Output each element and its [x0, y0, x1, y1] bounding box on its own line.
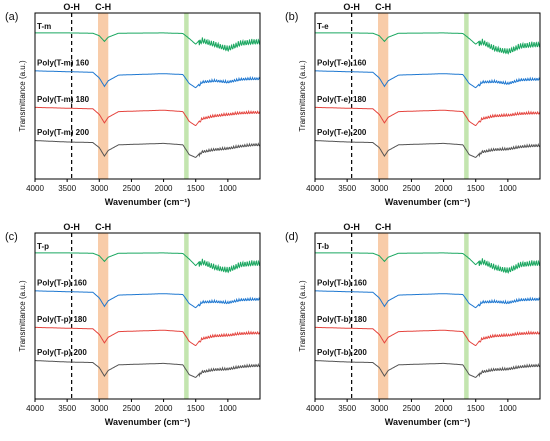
series-line-1 [35, 290, 260, 309]
band-ring [184, 13, 189, 179]
x-tick-label: 2000 [435, 404, 453, 413]
series-line-3 [35, 140, 260, 158]
band-ring [464, 13, 469, 179]
x-tick-label: 1000 [219, 404, 237, 413]
series-line-3 [35, 360, 260, 378]
x-tick-label: 3000 [370, 404, 388, 413]
x-tick-label: 3000 [90, 184, 108, 193]
series-label-2: Poly(T-b) 180 [317, 315, 367, 324]
x-tick-label: 2000 [435, 184, 453, 193]
panel-b: O-H C-H T-e Poly(T-e) 160 Poly(T-e) 180 Poly(… [285, 2, 541, 207]
series-label-0: T-e [317, 22, 329, 31]
series-label-2: Poly(T-e) 180 [317, 95, 367, 104]
panel-label: (b) [285, 11, 298, 23]
band-c-h [98, 13, 109, 179]
plot-frame [34, 12, 261, 180]
panel-label: (a) [5, 11, 18, 23]
series-line-2 [35, 106, 260, 126]
x-tick-label: 2500 [123, 184, 141, 193]
x-axis-label: Wavenumber (cm⁻¹) [385, 417, 470, 427]
band-c-h [98, 233, 109, 399]
vline-label-oh: O-H [343, 222, 360, 232]
band-label-ch: C-H [375, 222, 391, 232]
series-label-2: Poly(T-m) 180 [37, 95, 90, 104]
series-line-1 [35, 70, 260, 89]
x-tick-label: 2500 [403, 404, 421, 413]
x-tick-label: 1000 [499, 404, 517, 413]
panel-c: O-H C-H T-p Poly(T-p) 160 Poly(T-p) 180 Poly(… [5, 222, 261, 427]
panel-a: O-H C-H T-m Poly(T-m) 160 Poly(T-m) 180 Poly(… [5, 2, 261, 207]
series-line-0 [35, 252, 260, 274]
panel-label: (d) [285, 231, 298, 243]
band-label-ch: C-H [95, 222, 111, 232]
series-label-1: Poly(T-e) 160 [317, 58, 367, 67]
series-line-0 [315, 252, 540, 274]
series-label-3: Poly(T-b) 200 [317, 348, 367, 357]
series-label-0: T-m [37, 22, 51, 31]
vline-label-oh: O-H [63, 222, 80, 232]
y-axis-label: Transmittance (a.u.) [18, 280, 27, 352]
band-c-h [378, 13, 389, 179]
vline-label-oh: O-H [63, 2, 80, 12]
series-line-3 [315, 140, 540, 158]
y-axis-label: Transmittance (a.u.) [298, 60, 307, 132]
series-label-3: Poly(T-e) 200 [317, 128, 367, 137]
x-tick-label: 2000 [155, 404, 173, 413]
series-label-3: Poly(T-p) 200 [37, 348, 87, 357]
band-ring [464, 233, 469, 399]
plot-frame [314, 232, 541, 400]
x-tick-label: 2500 [123, 404, 141, 413]
x-axis-label: Wavenumber (cm⁻¹) [105, 197, 190, 207]
series-line-0 [35, 32, 260, 52]
x-tick-label: 4000 [26, 184, 44, 193]
x-tick-label: 1000 [219, 184, 237, 193]
plot-frame [314, 12, 541, 180]
x-tick-label: 1500 [187, 184, 205, 193]
panel-d: O-H C-H T-b Poly(T-b) 160 Poly(T-b) 180 Poly(… [285, 222, 541, 427]
series-line-2 [315, 106, 540, 126]
series-label-3: Poly(T-m) 200 [37, 128, 90, 137]
series-line-1 [315, 70, 540, 89]
x-tick-label: 1000 [499, 184, 517, 193]
series-line-2 [315, 326, 540, 346]
x-tick-label: 3000 [90, 404, 108, 413]
x-tick-label: 1500 [467, 184, 485, 193]
x-tick-label: 3500 [58, 404, 76, 413]
panel-label: (c) [5, 231, 18, 243]
x-tick-label: 1500 [187, 404, 205, 413]
x-axis-label: Wavenumber (cm⁻¹) [105, 417, 190, 427]
x-tick-label: 2500 [403, 184, 421, 193]
x-tick-label: 4000 [306, 404, 324, 413]
y-axis-label: Transmittance (a.u.) [298, 280, 307, 352]
plot-frame [34, 232, 261, 400]
vline-label-oh: O-H [343, 2, 360, 12]
series-label-0: T-p [37, 242, 49, 251]
series-line-0 [315, 32, 540, 55]
x-tick-label: 2000 [155, 184, 173, 193]
series-line-1 [315, 290, 540, 309]
series-label-1: Poly(T-p) 160 [37, 278, 87, 287]
x-tick-label: 3000 [370, 184, 388, 193]
series-label-2: Poly(T-p) 180 [37, 315, 87, 324]
series-label-0: T-b [317, 242, 329, 251]
x-tick-label: 3500 [338, 184, 356, 193]
series-label-1: Poly(T-m) 160 [37, 58, 90, 67]
band-label-ch: C-H [375, 2, 391, 12]
series-line-2 [35, 326, 260, 346]
x-tick-label: 1500 [467, 404, 485, 413]
band-ring [184, 233, 189, 399]
x-tick-label: 4000 [26, 404, 44, 413]
x-axis-label: Wavenumber (cm⁻¹) [385, 197, 470, 207]
x-tick-label: 3500 [338, 404, 356, 413]
series-label-1: Poly(T-b) 160 [317, 278, 367, 287]
x-tick-label: 4000 [306, 184, 324, 193]
x-tick-label: 3500 [58, 184, 76, 193]
band-c-h [378, 233, 389, 399]
y-axis-label: Transmittance (a.u.) [18, 60, 27, 132]
band-label-ch: C-H [95, 2, 111, 12]
series-line-3 [315, 360, 540, 378]
